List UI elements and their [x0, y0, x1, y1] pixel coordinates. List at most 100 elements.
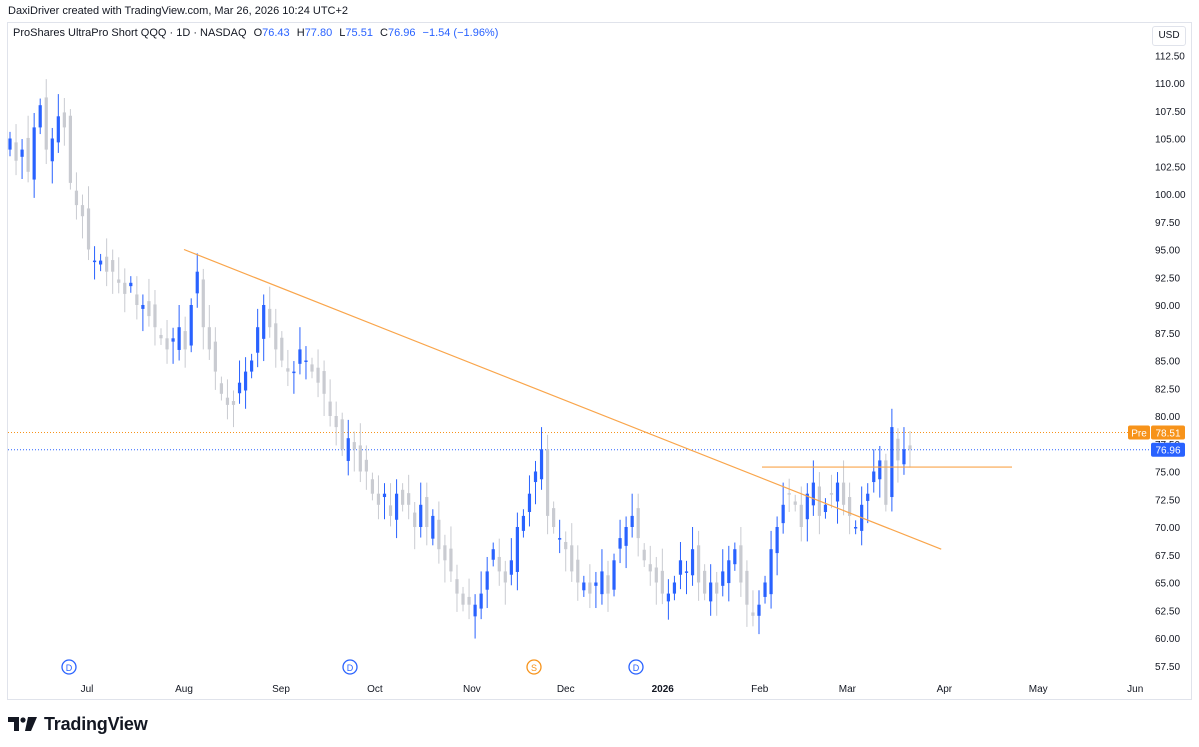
candle-body [763, 582, 767, 597]
candle-body [111, 260, 115, 272]
candle-body [159, 334, 163, 339]
candle-body [394, 493, 399, 520]
candle-body [437, 519, 441, 550]
candle-body [854, 527, 858, 529]
currency-button[interactable]: USD [1152, 26, 1186, 46]
candle-body [878, 460, 882, 480]
candle-body [32, 127, 36, 180]
y-tick-label: 75.00 [1155, 468, 1180, 479]
candle-body [123, 282, 127, 294]
footer-brand: TradingView [8, 712, 148, 736]
candle-body [419, 504, 423, 527]
y-tick-label: 62.50 [1155, 606, 1180, 617]
candle-body [334, 416, 338, 428]
event-label: D [633, 663, 640, 673]
candle-body [467, 596, 471, 605]
x-tick-label: Sep [272, 684, 290, 695]
y-tick-label: 65.00 [1155, 579, 1180, 590]
y-tick-label: 97.50 [1155, 218, 1180, 229]
candle-body [612, 560, 616, 590]
candle-body [884, 460, 888, 505]
y-tick-label: 100.00 [1155, 190, 1186, 201]
candle-body [201, 279, 205, 328]
candle-body [841, 482, 846, 505]
candle-body [527, 493, 532, 513]
event-label: S [531, 663, 537, 673]
pre-tag-bg [1128, 425, 1150, 440]
candle-body [44, 97, 48, 150]
open-value: 76.43 [262, 27, 290, 39]
x-tick-label: Nov [463, 684, 481, 695]
candle-body [431, 515, 435, 539]
event-label: D [347, 663, 354, 673]
x-tick-label: Jul [81, 684, 94, 695]
candle-body [256, 327, 260, 353]
open-label: O [253, 27, 263, 39]
x-tick-label: Feb [751, 684, 769, 695]
y-tick-label: 90.00 [1155, 301, 1180, 312]
candle-body [684, 571, 689, 573]
descending-trendline [183, 248, 942, 550]
candle-body [745, 570, 749, 605]
candle-body [896, 438, 900, 461]
candle-body [757, 604, 761, 616]
candle-body [793, 501, 797, 505]
candle-body [141, 305, 145, 309]
y-tick-label: 57.50 [1155, 662, 1180, 673]
candle-body [20, 149, 24, 157]
y-tick-label: 85.00 [1155, 357, 1180, 368]
candle-body [413, 512, 417, 527]
candle-body [890, 427, 894, 498]
x-tick-label: Jun [1127, 684, 1143, 695]
tradingview-wordmark: TradingView [44, 713, 148, 734]
candle-body [455, 579, 459, 594]
candle-body [382, 493, 387, 498]
candle-body [243, 371, 248, 391]
candle-body [38, 105, 42, 128]
candle-body [715, 582, 719, 594]
candle-body [177, 327, 181, 350]
candle-body [50, 138, 54, 162]
y-tick-label: 82.50 [1155, 384, 1180, 395]
candle-body [805, 493, 809, 520]
candle-body [533, 471, 538, 483]
candle-body [576, 559, 580, 583]
candle-body [26, 137, 30, 172]
candle-body [521, 515, 526, 531]
candle-body [310, 364, 314, 372]
candle-body [8, 138, 12, 150]
tradingview-logo-icon [8, 717, 37, 731]
y-tick-label: 95.00 [1155, 246, 1180, 257]
candle-body [570, 545, 574, 572]
candle-body [165, 338, 169, 350]
candle-body [74, 190, 79, 206]
candle-body [153, 304, 157, 328]
candle-body [135, 294, 139, 305]
candle-body [250, 360, 254, 372]
candle-body [117, 279, 121, 283]
candle-body [654, 567, 658, 583]
candle-body [606, 575, 610, 594]
candle-body [274, 323, 278, 350]
candle-body [908, 445, 912, 450]
candle-body [829, 493, 834, 495]
candle-body [503, 571, 507, 583]
candle-body [473, 604, 477, 617]
candle-body [213, 341, 217, 372]
candle-body [99, 260, 103, 265]
chart-frame[interactable] [7, 22, 1192, 700]
last-price-tag-bg [1151, 442, 1185, 457]
candle-body [485, 571, 489, 590]
y-tick-label: 110.00 [1155, 79, 1185, 90]
candle-body [509, 560, 513, 575]
candle-body [497, 556, 501, 572]
candle-body [147, 301, 151, 317]
candle-body [769, 549, 773, 595]
candle-body [80, 205, 85, 217]
candle-body [847, 497, 852, 516]
candle-body [709, 582, 713, 602]
candle-body [588, 582, 592, 594]
pre-tag-label: Pre [1131, 429, 1147, 440]
pre-price-tag-bg [1151, 425, 1185, 440]
